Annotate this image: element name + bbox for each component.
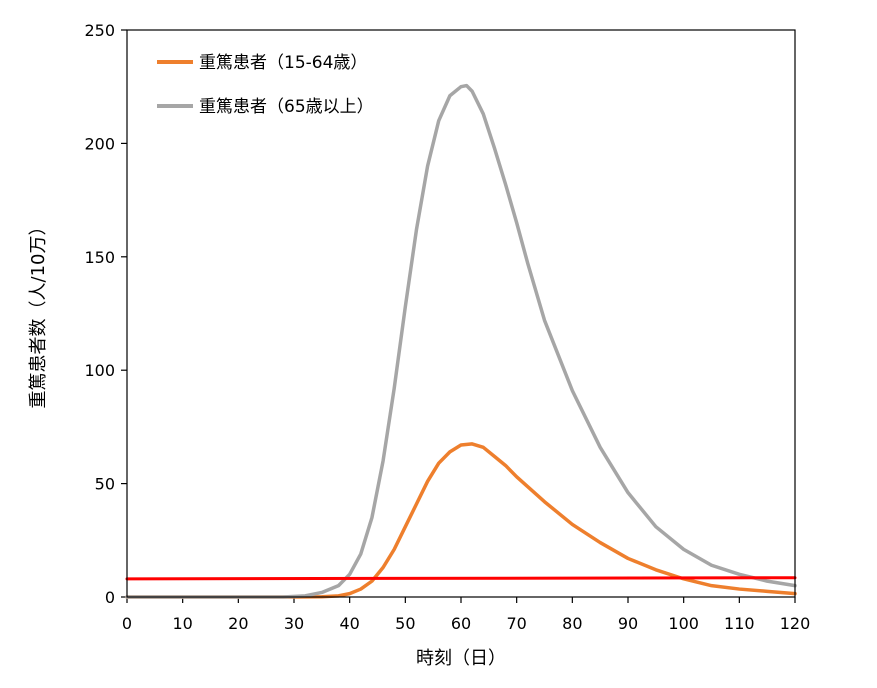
series-line-15-64 bbox=[125, 442, 797, 599]
legend-label: 重篤患者（65歳以上） bbox=[199, 97, 374, 117]
y-tick-label: 250 bbox=[84, 21, 115, 40]
x-tick-label: 10 bbox=[172, 614, 192, 633]
y-tick-label: 0 bbox=[105, 588, 115, 607]
x-tick-label: 110 bbox=[724, 614, 755, 633]
x-axis-title: 時刻（日） bbox=[416, 648, 506, 669]
series-line-65-plus bbox=[125, 83, 797, 599]
x-tick-label: 40 bbox=[339, 614, 359, 633]
x-tick-label: 50 bbox=[395, 614, 415, 633]
y-tick-label: 150 bbox=[84, 248, 115, 267]
x-tick-label: 0 bbox=[122, 614, 132, 633]
y-axis-ticks: 0 50 100 150 200 250 bbox=[84, 21, 127, 607]
legend-label: 重篤患者（15-64歳） bbox=[199, 53, 367, 73]
y-axis-title: 重篤患者数（人/10万） bbox=[28, 218, 49, 409]
x-tick-label: 120 bbox=[780, 614, 811, 633]
x-tick-label: 100 bbox=[668, 614, 699, 633]
legend: 重篤患者（15-64歳） 重篤患者（65歳以上） bbox=[157, 53, 374, 117]
y-tick-label: 50 bbox=[95, 475, 115, 494]
y-tick-label: 100 bbox=[84, 361, 115, 380]
series-lines bbox=[125, 83, 797, 599]
x-tick-label: 90 bbox=[618, 614, 638, 633]
x-axis-ticks: 0 10 20 30 40 50 60 70 80 90 100 110 120 bbox=[122, 597, 810, 633]
x-tick-label: 80 bbox=[562, 614, 582, 633]
x-tick-label: 60 bbox=[451, 614, 471, 633]
x-tick-label: 70 bbox=[506, 614, 526, 633]
x-tick-label: 30 bbox=[284, 614, 304, 633]
x-tick-label: 20 bbox=[228, 614, 248, 633]
plot-area-frame bbox=[126, 29, 796, 598]
threshold-line bbox=[125, 576, 797, 581]
y-tick-label: 200 bbox=[84, 134, 115, 153]
